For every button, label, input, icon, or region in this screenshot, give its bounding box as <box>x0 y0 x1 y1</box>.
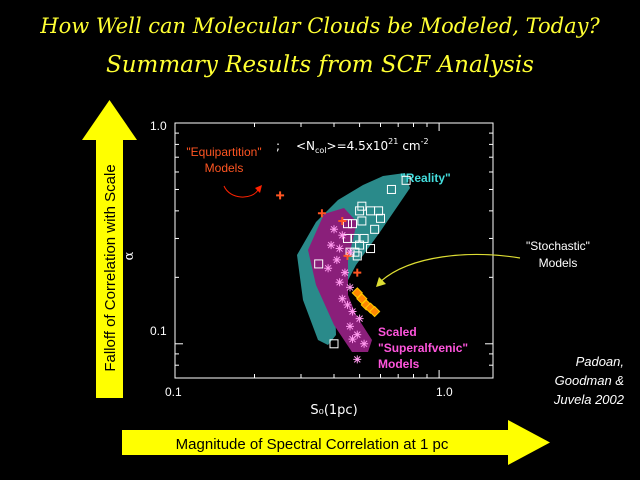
superalfvenic-point <box>355 314 364 323</box>
superalfvenic-point <box>330 225 338 234</box>
superalfvenic-point <box>327 241 336 250</box>
superalfvenic-point <box>346 322 355 331</box>
superalfvenic-point <box>346 248 355 257</box>
y-axis-label: α <box>122 251 137 260</box>
superalfvenic-point <box>353 330 362 339</box>
x-arrow-label: Magnitude of Spectral Correlation at 1 p… <box>176 436 449 453</box>
x-tick-label: 0.1 <box>165 385 182 399</box>
credit: Padoan, Goodman & Juvela 2002 <box>520 352 624 409</box>
equipartition-arrow <box>223 185 259 198</box>
y-tick-label: 0.1 <box>150 324 167 338</box>
superalfvenic-point <box>348 335 357 344</box>
superalfvenic-label-3: Models <box>378 357 420 371</box>
slide-title: How Well can Molecular Clouds be Modeled… <box>40 14 600 38</box>
axis-ticks <box>174 122 493 378</box>
credit-line-2: Goodman & <box>554 373 624 388</box>
stochastic-arrow <box>379 253 521 283</box>
stochastic-label-1: "Stochastic" <box>526 239 590 253</box>
reality-point <box>329 339 339 349</box>
stochastic-label-2: Models <box>539 256 578 270</box>
stochastic-point <box>368 305 381 318</box>
ncol-annotation: <Ncol>=4.5x1021 cm-2 <box>296 137 429 155</box>
reality-point <box>357 201 367 211</box>
reality-point <box>343 219 353 229</box>
ncol-unit: cm <box>402 139 420 153</box>
reality-point <box>401 175 411 185</box>
superalfvenic-point <box>340 268 349 277</box>
equipartition-point <box>353 268 362 277</box>
semicolon: ; <box>276 139 280 153</box>
equipartition-label: "Equipartition" <box>186 145 261 159</box>
superalfvenic-point <box>338 294 347 303</box>
equipartition-point <box>338 216 347 225</box>
reality-point <box>386 184 396 194</box>
superalfvenic-point <box>346 283 355 292</box>
reality-point <box>355 240 365 250</box>
data-marks <box>276 175 411 364</box>
ncol-eq: >=4.5x10 <box>327 139 389 153</box>
superalfvenic-point <box>335 278 344 287</box>
ncol-exp: 21 <box>388 137 398 146</box>
reality-label: "Reality" <box>400 171 451 185</box>
ncol-exp2: -2 <box>421 137 429 146</box>
ncol-sub: col <box>315 146 327 155</box>
reality-point <box>366 206 376 216</box>
slide-subtitle: Summary Results from SCF Analysis <box>105 52 534 78</box>
superalfvenic-point <box>338 231 347 240</box>
reality-point <box>343 233 353 243</box>
x-tick-label: 1.0 <box>436 385 453 399</box>
superalfvenic-label-1: Scaled <box>378 325 417 339</box>
superalfvenic-point <box>353 355 362 364</box>
superalfvenic-point <box>324 264 333 273</box>
superalfvenic-point <box>343 300 352 309</box>
equipartition-point <box>276 191 285 200</box>
superalfvenic-point <box>335 244 344 253</box>
reality-point <box>357 216 367 226</box>
equipartition-arrowhead <box>255 185 262 193</box>
reality-point <box>350 233 360 243</box>
superalfvenic-point <box>332 255 341 264</box>
reality-point <box>376 213 386 223</box>
equipartition-point <box>317 209 326 218</box>
y-tick-label: 1.0 <box>150 119 167 133</box>
equipartition-label-2: Models <box>205 161 244 175</box>
stochastic-arrowhead <box>376 277 386 287</box>
reality-point <box>347 219 357 229</box>
x-axis-arrow: Magnitude of Spectral Correlation at 1 p… <box>122 420 550 465</box>
ncol-lt: <N <box>296 139 315 153</box>
y-axis-arrow: Falloff of Correlation with Scale <box>82 100 137 398</box>
superalfvenic-label-2: "Superalfvenic" <box>378 341 468 355</box>
x-axis-label: S₀(1pc) <box>310 403 357 418</box>
credit-line-1: Padoan, <box>575 354 624 369</box>
reality-point <box>355 206 365 216</box>
reality-point <box>370 224 380 234</box>
superalfvenic-point <box>348 307 357 316</box>
reality-point <box>314 259 324 269</box>
reality-point <box>366 244 376 254</box>
y-arrow-label: Falloff of Correlation with Scale <box>102 164 119 371</box>
credit-line-3: Juvela 2002 <box>553 392 624 407</box>
superalfvenic-point <box>360 339 369 348</box>
